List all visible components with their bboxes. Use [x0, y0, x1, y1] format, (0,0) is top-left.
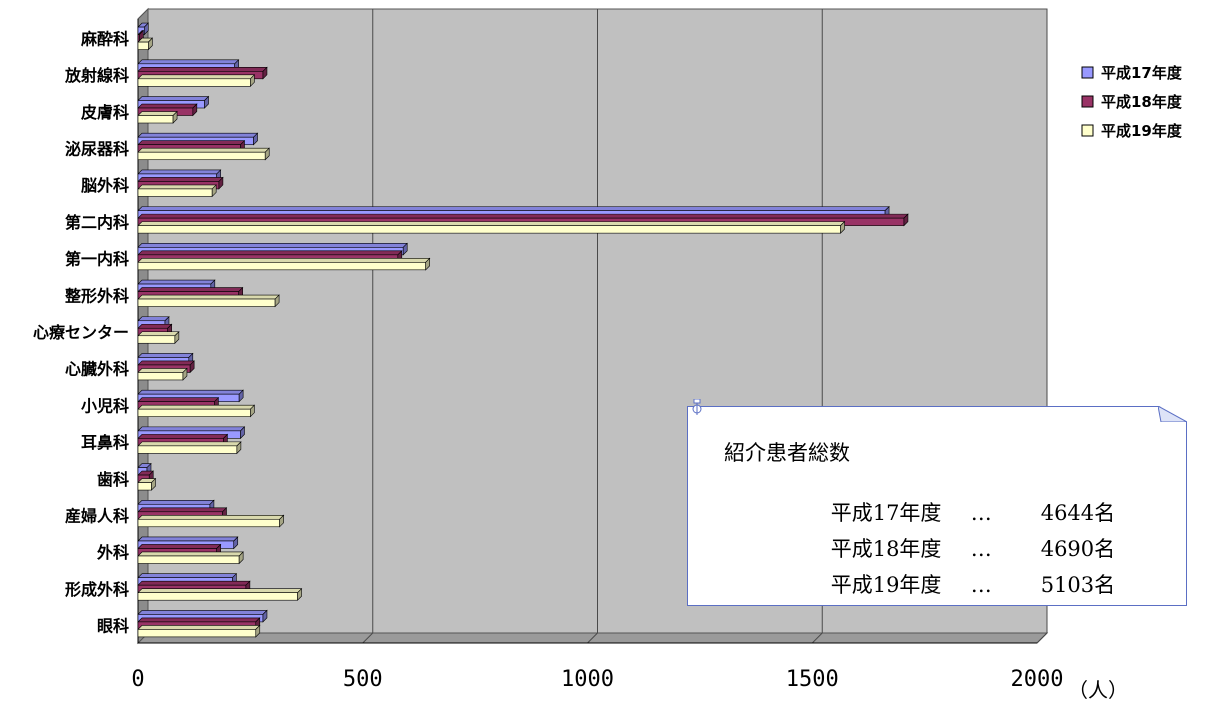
bar: [137, 551, 244, 565]
y-category-label: 整形外科: [64, 286, 129, 305]
summary-row-label: 平成17年度: [830, 501, 942, 525]
y-category-label: 歯科: [97, 470, 129, 489]
y-category-label: 第二内科: [65, 213, 129, 232]
y-category-label: 麻酔科: [80, 29, 129, 48]
bar: [137, 147, 270, 161]
page-fold-icon: [1158, 406, 1187, 422]
x-tick-label: 500: [343, 667, 383, 692]
y-category-label: 脳外科: [81, 176, 129, 195]
bar: [137, 624, 261, 638]
x-tick-label: 0: [131, 667, 144, 692]
bar: [137, 37, 154, 51]
summary-row-label: 平成19年度: [830, 573, 942, 597]
bar: [137, 220, 846, 234]
summary-row-value: 4690名: [1040, 537, 1116, 561]
legend-swatch: [1081, 124, 1094, 137]
x-tick-label: 1500: [786, 667, 839, 692]
bar: [137, 441, 242, 455]
bar: [137, 110, 178, 124]
y-category-label: 形成外科: [65, 580, 129, 599]
y-category-label: 心臓外科: [65, 360, 129, 379]
summary-row: 平成17年度 … 4644名: [804, 473, 1115, 551]
gridline: [811, 632, 823, 644]
summary-row: 平成18年度 … 4690名: [804, 509, 1115, 587]
pushpin-icon: [692, 399, 702, 415]
legend-box: [1077, 58, 1221, 148]
bar: [137, 367, 188, 381]
summary-row-value: 5103名: [1040, 573, 1116, 597]
summary-title: 紹介患者総数: [724, 441, 850, 465]
summary-row: 平成19年度 … 5103名: [804, 545, 1116, 606]
bar: [137, 257, 431, 271]
bar: [137, 514, 285, 528]
legend-label: 平成17年度: [1101, 64, 1183, 82]
x-axis-unit: （人）: [1068, 678, 1128, 702]
legend-swatch: [1081, 66, 1094, 79]
bar: [137, 184, 217, 198]
bar: [137, 331, 180, 344]
gridline: [587, 632, 598, 644]
summary-row-value: 4644名: [1040, 501, 1116, 525]
y-category-label: 泌尿器科: [65, 139, 129, 158]
legend-swatch: [1081, 95, 1094, 108]
y-category-label: 外科: [96, 543, 129, 562]
y-category-label: 心療センター: [33, 323, 129, 342]
summary-row-dots: …: [970, 501, 992, 525]
legend-label: 平成18年度: [1101, 93, 1183, 111]
y-category-label: 眼科: [97, 617, 129, 636]
bar: [137, 404, 256, 418]
gridline: [1036, 632, 1048, 644]
x-tick-label: 2000: [1011, 667, 1064, 692]
summary-row-label: 平成18年度: [830, 537, 942, 561]
bar: [137, 587, 303, 601]
y-category-label: 産婦人科: [65, 507, 129, 526]
legend-label: 平成19年度: [1101, 122, 1183, 140]
bar: [137, 294, 280, 308]
gridline: [362, 632, 374, 644]
bar: [137, 477, 157, 491]
summary-callout: 紹介患者総数 平成17年度 … 4644名 平成18年度 … 4690名 平成19年度 ……: [687, 406, 1187, 606]
x-tick-label: 1000: [561, 667, 614, 692]
y-category-label: 耳鼻科: [81, 433, 129, 452]
bar: [137, 22, 150, 36]
y-category-label: 第一内科: [65, 250, 129, 269]
summary-row-dots: …: [970, 573, 992, 597]
bar: [137, 74, 256, 88]
y-category-label: 放射線科: [64, 66, 129, 85]
summary-row-dots: …: [970, 537, 992, 561]
y-category-label: 皮膚科: [80, 103, 129, 122]
y-category-label: 小児科: [81, 396, 129, 415]
